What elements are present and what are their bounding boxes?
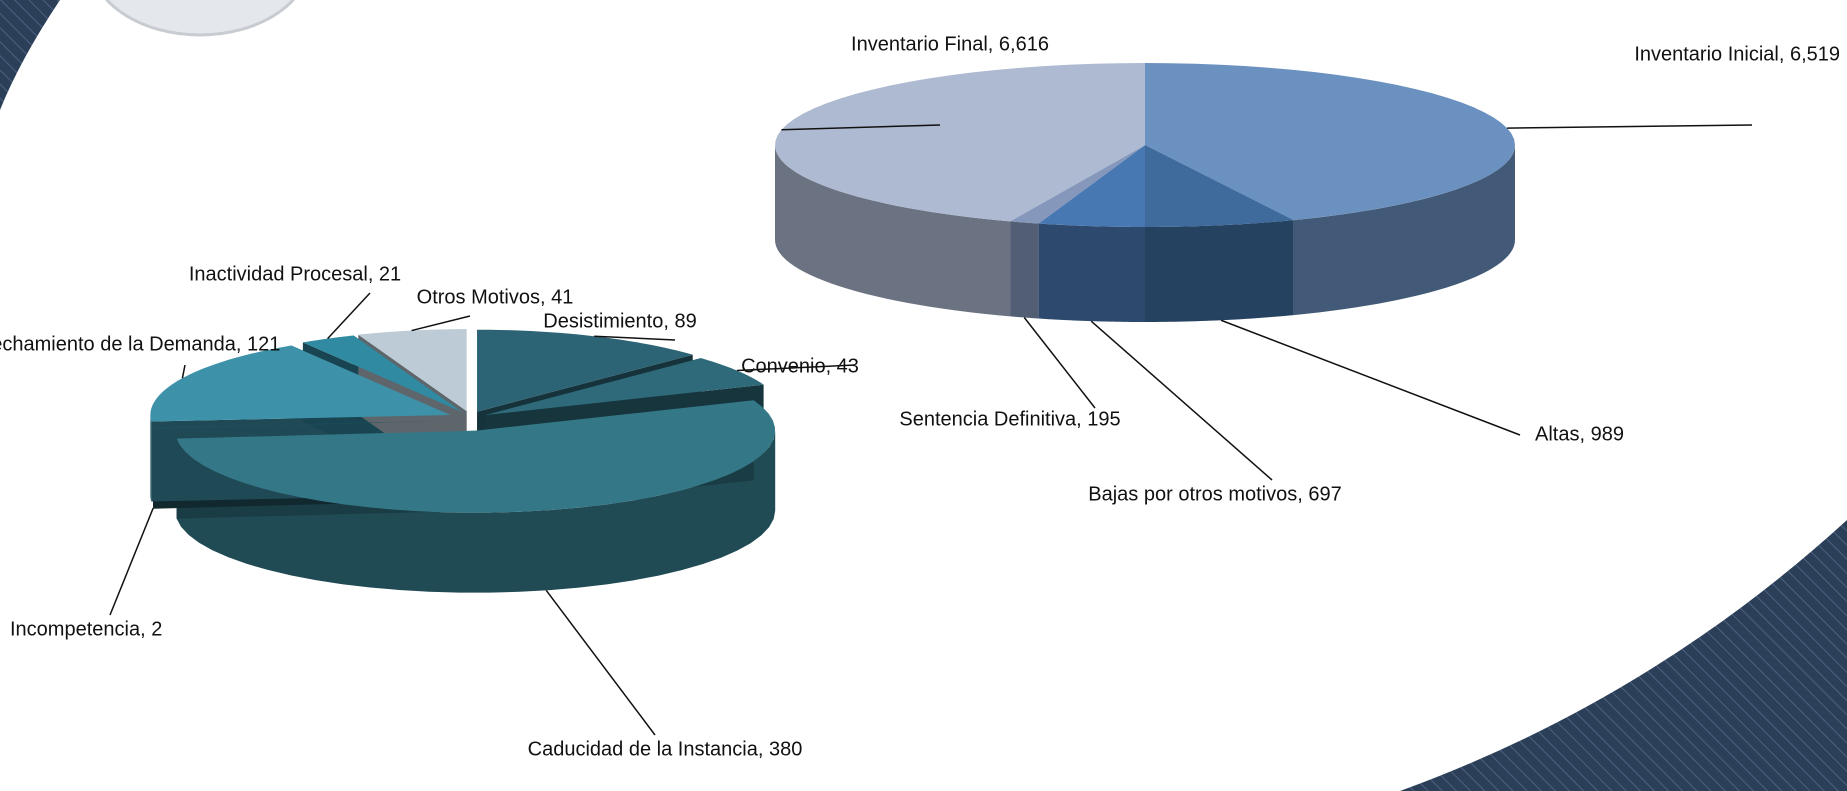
slice (477, 329, 693, 412)
slice-side (1293, 145, 1515, 316)
corner-decoration (0, 0, 60, 110)
slice (1010, 145, 1145, 224)
slice-side (1038, 223, 1145, 322)
data-label: Inventario Inicial, 6,519 (1634, 43, 1840, 65)
data-label: Inventario Final, 6,616 (851, 33, 1049, 55)
slice-side (150, 415, 152, 502)
leader-line (109, 507, 154, 616)
data-label: Bajas por otros motivos, 697 (1088, 483, 1341, 505)
slice (1145, 63, 1515, 221)
corner-decoration (1400, 520, 1847, 791)
leader-line (1090, 320, 1273, 481)
leader-line (545, 589, 656, 736)
leader-line (411, 315, 471, 332)
leader-line (736, 364, 856, 372)
seal (104, 0, 296, 37)
slice (485, 358, 764, 416)
tops (775, 63, 1515, 227)
data-label: Caducidad de la Instancia, 380 (528, 738, 803, 760)
data-label: Sentencia Definitiva, 195 (899, 408, 1120, 430)
slice (1145, 145, 1294, 227)
leader-line (1220, 319, 1521, 436)
leader-line (1023, 317, 1096, 409)
leader-line (1507, 124, 1753, 129)
pie-chart: Desistimiento, 89 Convenio, 43 Caducidad d… (0, 263, 859, 760)
leader-line (181, 364, 186, 379)
data-label: Otros Motivos, 41 (417, 286, 574, 308)
data-label: Inactividad Procesal, 21 (189, 263, 401, 285)
slice (153, 420, 453, 429)
slice (775, 63, 1145, 222)
sides (775, 145, 1515, 322)
slice-side (176, 430, 776, 593)
data-label: Desistimiento, 89 (543, 310, 696, 332)
leader-line (781, 124, 941, 131)
slice-side (1145, 220, 1294, 322)
charts: Desistimiento, 89 Convenio, 43 Caducidad d… (0, 33, 1840, 760)
slice (358, 329, 467, 412)
data-label: Altas, 989 (1535, 423, 1624, 445)
leader-line (327, 292, 371, 340)
slice (1038, 145, 1145, 227)
leader-line (594, 335, 676, 341)
data-label: Convenio, 43 (741, 355, 859, 377)
slice (176, 400, 775, 513)
pie-chart: Inventario Inicial, 6,519 Altas, 989 Bajas… (775, 33, 1840, 505)
slice (302, 335, 462, 412)
slice-side (1010, 221, 1039, 319)
slice (150, 345, 451, 422)
tops (150, 329, 775, 513)
slice-side (775, 145, 1011, 317)
data-label: Incompetencia, 2 (10, 618, 162, 640)
data-label: Desechamiento de la Demanda, 121 (0, 333, 280, 355)
